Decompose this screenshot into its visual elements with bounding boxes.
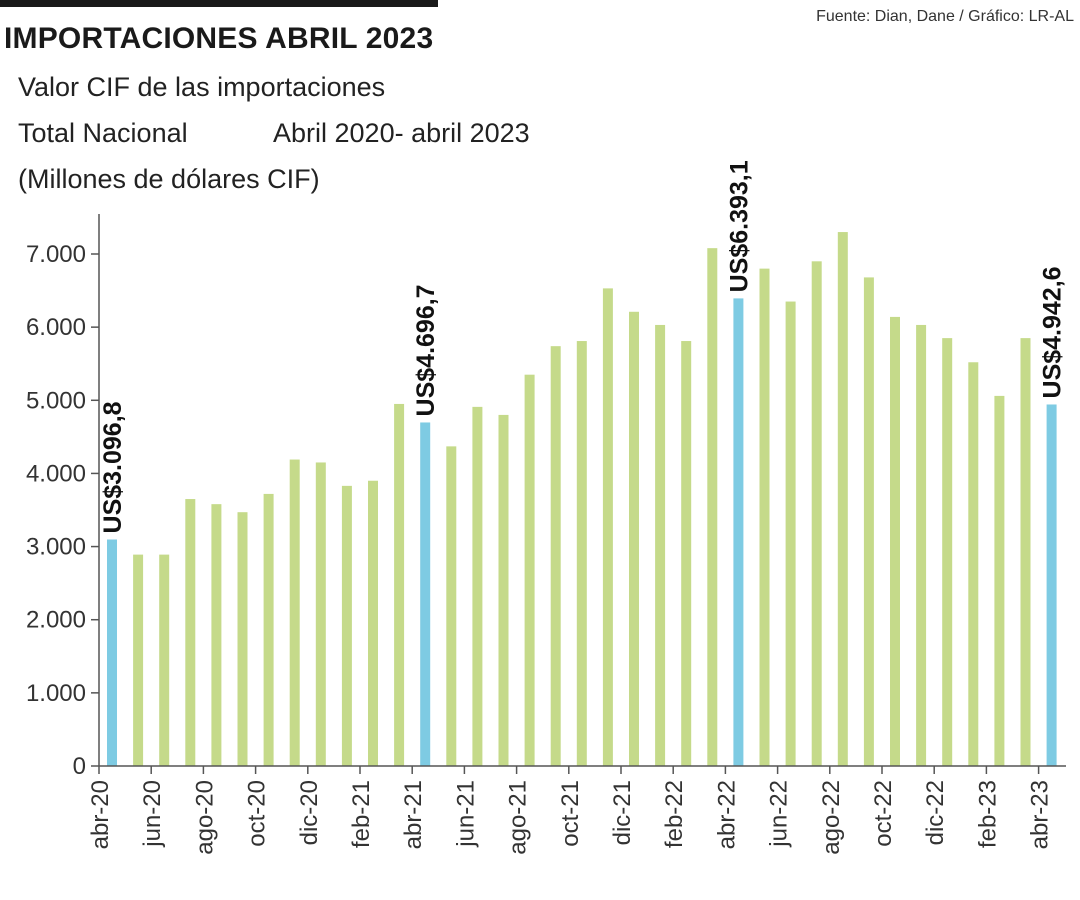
bar-may-20: [133, 554, 144, 766]
x-tick-label: ago-21: [505, 780, 532, 855]
bar-mar-22: [707, 248, 718, 767]
x-tick-label: oct-22: [870, 780, 897, 847]
bar-jul-20: [185, 499, 196, 766]
bar-abr-23: [1046, 404, 1057, 766]
bar-jul-22: [811, 261, 822, 766]
y-tick-label: 3.000: [26, 534, 86, 561]
bar-nov-20: [289, 459, 300, 766]
bar-sep-21: [550, 346, 561, 766]
chart-title: IMPORTACIONES ABRIL 2023: [4, 22, 434, 55]
data-label-abr-23: US$4.942,6: [1039, 266, 1067, 398]
bar-sep-20: [237, 512, 248, 766]
bar-ago-21: [524, 374, 535, 766]
y-axis-ticks: 0 1.000 2.000 3.000 4.000 5.000 6.000 7.000: [26, 241, 99, 780]
bar-jun-20: [159, 554, 170, 766]
bar-ene-21: [341, 485, 352, 766]
x-tick-label: dic-22: [922, 780, 949, 845]
y-tick-label: 2.000: [26, 607, 86, 634]
x-tick-label: abr-23: [1027, 780, 1054, 849]
axes: [98, 214, 1066, 767]
bar-oct-21: [576, 341, 587, 766]
top-rule: [0, 0, 438, 7]
chart-subtitle: Valor CIF de las importaciones: [18, 72, 386, 102]
x-tick-label: jun-20: [139, 780, 166, 848]
y-tick-label: 6.000: [26, 314, 86, 341]
bar-oct-20: [263, 493, 274, 766]
data-label-abr-21: US$4.696,7: [412, 284, 440, 416]
bar-ago-20: [211, 504, 222, 766]
y-tick-label: 1.000: [26, 680, 86, 707]
units-label: (Millones de dólares CIF): [18, 164, 320, 194]
y-tick-label: 4.000: [26, 460, 86, 487]
x-tick-label: feb-23: [974, 780, 1001, 848]
bar-jul-21: [498, 414, 509, 766]
bar-abr-21: [420, 422, 431, 766]
bar-jun-21: [472, 406, 483, 766]
bar-abr-22: [733, 298, 744, 766]
y-tick-label: 7.000: [26, 241, 86, 268]
x-tick-label: dic-21: [609, 780, 636, 845]
bar-may-21: [446, 446, 457, 766]
bar-sep-22: [863, 277, 874, 766]
scope-label: Total Nacional: [18, 118, 188, 148]
bar-dic-20: [315, 462, 326, 766]
bar-jun-22: [785, 301, 796, 766]
x-tick-label: abr-22: [713, 780, 740, 849]
data-label-abr-22: US$6.393,1: [725, 160, 753, 292]
bar-ene-23: [968, 362, 979, 766]
x-tick-label: feb-22: [661, 780, 688, 848]
x-tick-label: feb-21: [348, 780, 375, 848]
chart-subtitle-line2: Total Nacional Abril 2020- abril 2023: [18, 118, 530, 149]
period-label: Abril 2020- abril 2023: [273, 118, 530, 148]
bar-feb-21: [368, 480, 378, 766]
bar-ago-22: [837, 232, 848, 767]
y-tick-label: 0: [73, 753, 86, 780]
bars: [107, 232, 1057, 767]
bar-abr-20: [107, 539, 117, 766]
bar-feb-22: [681, 341, 692, 766]
bar-nov-21: [602, 288, 613, 766]
data-labels: US$3.096,8 US$4.696,7 US$6.393,1 US$4.942,6: [99, 160, 1067, 533]
x-tick-label: jun-22: [766, 780, 793, 848]
y-tick-label: 5.000: [26, 387, 86, 414]
bar-may-22: [759, 268, 770, 766]
bar-dic-22: [942, 338, 953, 766]
bar-feb-23: [994, 395, 1005, 766]
x-tick-label: oct-21: [557, 780, 584, 847]
data-label-abr-20: US$3.096,8: [99, 401, 127, 533]
x-tick-label: dic-20: [296, 780, 323, 845]
bar-mar-23: [1020, 338, 1031, 766]
x-tick-label: oct-20: [244, 780, 271, 847]
x-tick-label: abr-20: [87, 780, 114, 849]
bar-nov-22: [916, 324, 927, 766]
bar-oct-22: [890, 316, 900, 766]
source-note: Fuente: Dian, Dane / Gráfico: LR-AL: [816, 8, 1074, 25]
bar-mar-21: [394, 403, 405, 766]
x-tick-label: abr-21: [400, 780, 427, 849]
bar-dic-21: [629, 311, 639, 766]
x-tick-label: jun-21: [452, 780, 479, 848]
x-tick-label: ago-22: [818, 780, 845, 855]
x-axis-ticks: abr-20 jun-20 ago-20 oct-20 dic-20 feb-21 abr-…: [87, 766, 1054, 855]
bar-ene-22: [655, 324, 666, 766]
x-tick-label: ago-20: [191, 780, 218, 855]
